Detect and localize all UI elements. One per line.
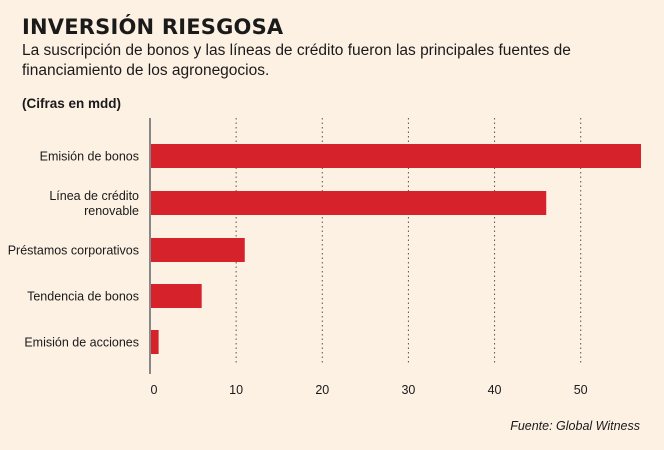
bar-chart: Emisión de bonos Línea de créditorenovabl… bbox=[8, 118, 641, 397]
x-tick-label: 30 bbox=[401, 383, 415, 397]
bar bbox=[150, 238, 245, 262]
units-label: (Cifras en mdd) bbox=[22, 96, 122, 111]
x-tick-label: 10 bbox=[229, 383, 243, 397]
category-label: Emisión de bonos bbox=[40, 150, 139, 164]
category-label: Línea de crédito bbox=[49, 189, 139, 203]
x-tick-labels: 0 10 20 30 40 50 bbox=[151, 383, 588, 397]
x-tick-label: 50 bbox=[574, 383, 588, 397]
chart-subtitle: La suscripción de bonos y las líneas de … bbox=[22, 42, 571, 79]
category-label: Tendencia de bonos bbox=[27, 290, 139, 304]
category-label: renovable bbox=[84, 204, 139, 218]
x-tick-label: 20 bbox=[315, 383, 329, 397]
bars bbox=[150, 144, 641, 354]
x-tick-label: 40 bbox=[488, 383, 502, 397]
category-labels: Emisión de bonos Línea de créditorenovabl… bbox=[8, 150, 139, 350]
bar bbox=[150, 191, 547, 215]
bar bbox=[150, 330, 159, 354]
source-note: Fuente: Global Witness bbox=[510, 419, 640, 433]
category-label: Emisión de acciones bbox=[24, 336, 139, 350]
category-label: Préstamos corporativos bbox=[8, 244, 139, 258]
x-tick-label: 0 bbox=[151, 383, 158, 397]
bar bbox=[150, 144, 641, 168]
bar bbox=[150, 284, 202, 308]
chart-title: INVERSIÓN RIESGOSA bbox=[22, 15, 284, 39]
